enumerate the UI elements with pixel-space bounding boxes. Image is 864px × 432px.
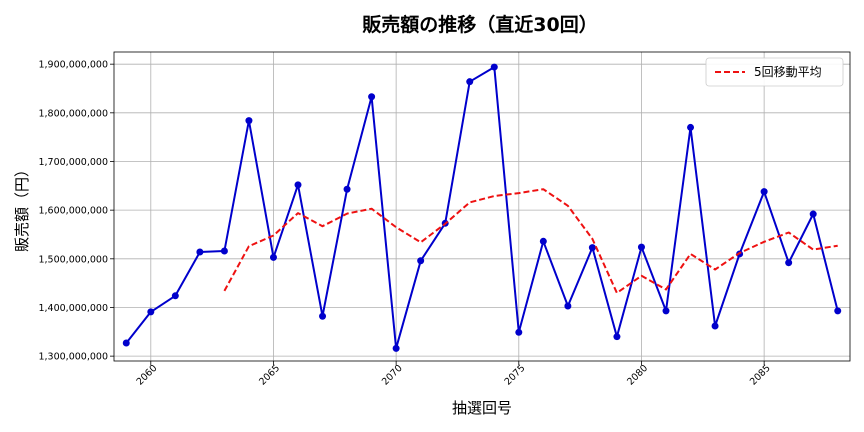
y-tick-label: 1,500,000,000: [38, 254, 108, 265]
series-layer: [122, 63, 842, 352]
x-tick-label: 2080: [625, 363, 650, 388]
legend: 5回移動平均: [705, 57, 844, 87]
y-axis-label: 販売額（円）: [13, 162, 31, 252]
sales-point: [122, 339, 130, 347]
sales-point: [613, 333, 621, 341]
sales-point: [662, 307, 670, 315]
y-tick-label: 1,800,000,000: [38, 108, 108, 119]
sales-point: [515, 328, 523, 336]
sales-point: [196, 248, 204, 256]
sales-point: [466, 78, 474, 86]
x-tick-label: 2070: [380, 363, 405, 388]
y-tick-label: 1,900,000,000: [38, 60, 108, 71]
sales-point: [539, 237, 547, 245]
sales-point: [834, 307, 842, 315]
sales-point: [417, 257, 425, 265]
sales-point: [687, 123, 695, 131]
y-tick-label: 1,700,000,000: [38, 157, 108, 168]
x-tick-label: 2075: [503, 363, 528, 388]
chart-title: 販売額の推移（直近30回）: [362, 13, 597, 36]
sales-line: [125, 66, 839, 350]
sales-point: [564, 302, 572, 310]
sales-point: [220, 247, 228, 255]
y-tick-label: 1,600,000,000: [38, 206, 108, 217]
legend-label-moving-average: 5回移動平均: [754, 65, 822, 79]
sales-point: [343, 185, 351, 193]
x-tick-label: 2060: [135, 363, 160, 388]
sales-point: [392, 344, 400, 352]
x-axis-label: 抽選回号: [452, 399, 512, 417]
grid: [114, 52, 850, 361]
sales-point: [269, 253, 277, 261]
sales-point: [809, 210, 817, 218]
x-tick-label: 2065: [257, 363, 282, 388]
sales-point: [294, 181, 302, 189]
sales-point: [171, 292, 179, 300]
sales-point: [368, 93, 376, 101]
sales-point: [147, 308, 155, 316]
ticks: 2060 2065 2070 2075 2080 2085 1,300,000,000 1,4…: [38, 60, 772, 388]
sales-point: [785, 259, 793, 267]
sales-point: [319, 312, 327, 320]
sales-point: [760, 188, 768, 196]
y-tick-label: 1,300,000,000: [38, 352, 108, 363]
sales-point: [711, 322, 719, 330]
sales-point: [637, 243, 645, 251]
legend-box: [705, 57, 844, 87]
y-tick-label: 1,400,000,000: [38, 303, 108, 314]
sales-point: [588, 244, 596, 252]
sales-point: [245, 117, 253, 125]
plot-frame: [113, 51, 851, 362]
x-tick-label: 2085: [748, 363, 773, 388]
sales-point: [490, 63, 498, 71]
